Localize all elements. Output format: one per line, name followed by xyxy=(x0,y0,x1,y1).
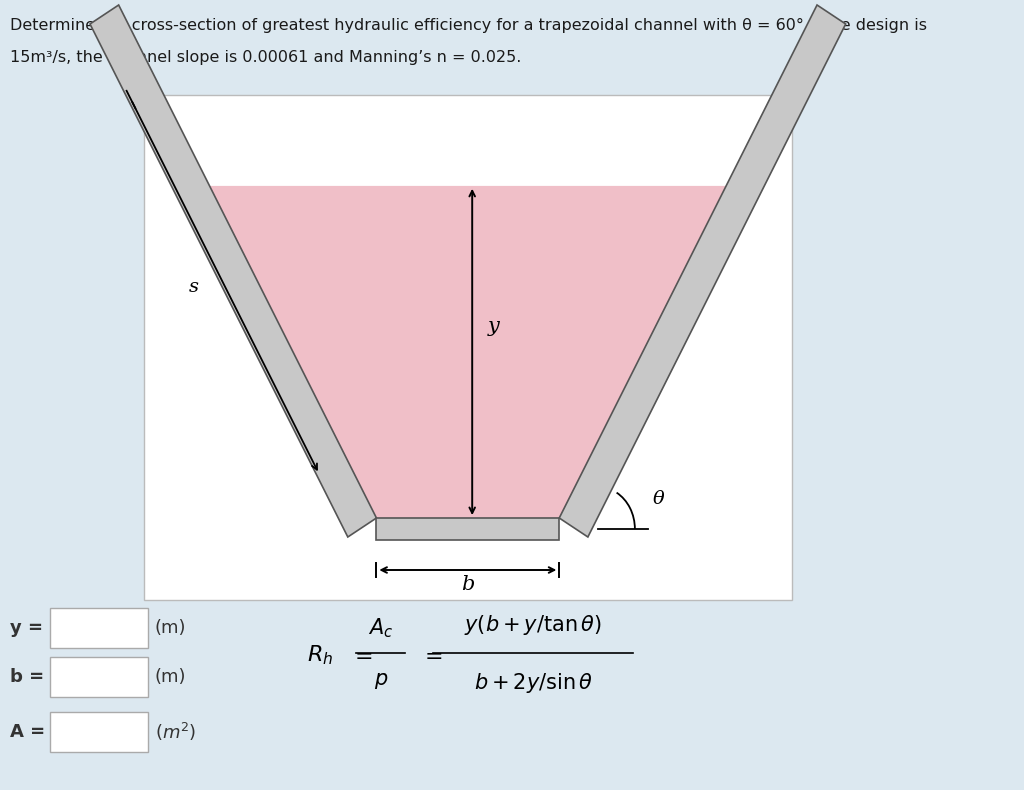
Text: b =: b = xyxy=(10,668,45,686)
Text: 15m³/s, the channel slope is 0.00061 and Manning’s n = 0.025.: 15m³/s, the channel slope is 0.00061 and… xyxy=(10,50,522,65)
Text: y: y xyxy=(487,318,500,337)
FancyBboxPatch shape xyxy=(50,608,148,648)
Text: $b + 2y/\mathrm{sin}\,\theta$: $b + 2y/\mathrm{sin}\,\theta$ xyxy=(473,671,593,695)
FancyBboxPatch shape xyxy=(143,95,793,600)
Text: $R_h$: $R_h$ xyxy=(307,643,333,667)
FancyBboxPatch shape xyxy=(50,657,148,697)
Polygon shape xyxy=(377,518,559,540)
Polygon shape xyxy=(210,186,726,518)
Text: $(m^2)$: $(m^2)$ xyxy=(155,721,197,743)
Text: A =: A = xyxy=(10,723,46,741)
Polygon shape xyxy=(90,5,377,537)
Text: $=$: $=$ xyxy=(350,645,373,665)
FancyBboxPatch shape xyxy=(50,712,148,752)
Text: y =: y = xyxy=(10,619,43,637)
Text: $A_c$: $A_c$ xyxy=(369,616,393,640)
Text: Determine the cross-section of greatest hydraulic efficiency for a trapezoidal c: Determine the cross-section of greatest … xyxy=(10,18,928,33)
Text: b: b xyxy=(461,575,474,594)
Text: $p$: $p$ xyxy=(374,671,388,691)
Text: $y(b + y/\mathrm{tan}\,\theta)$: $y(b + y/\mathrm{tan}\,\theta)$ xyxy=(464,613,602,637)
Text: (m): (m) xyxy=(155,668,186,686)
Polygon shape xyxy=(559,5,846,537)
Text: (m): (m) xyxy=(155,619,186,637)
Text: θ: θ xyxy=(652,490,664,508)
Text: $=$: $=$ xyxy=(420,645,442,665)
Text: s: s xyxy=(188,278,199,296)
